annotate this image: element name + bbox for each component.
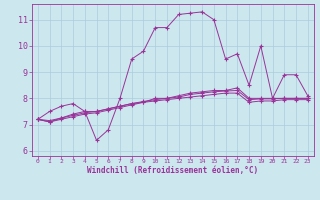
X-axis label: Windchill (Refroidissement éolien,°C): Windchill (Refroidissement éolien,°C) — [87, 166, 258, 175]
